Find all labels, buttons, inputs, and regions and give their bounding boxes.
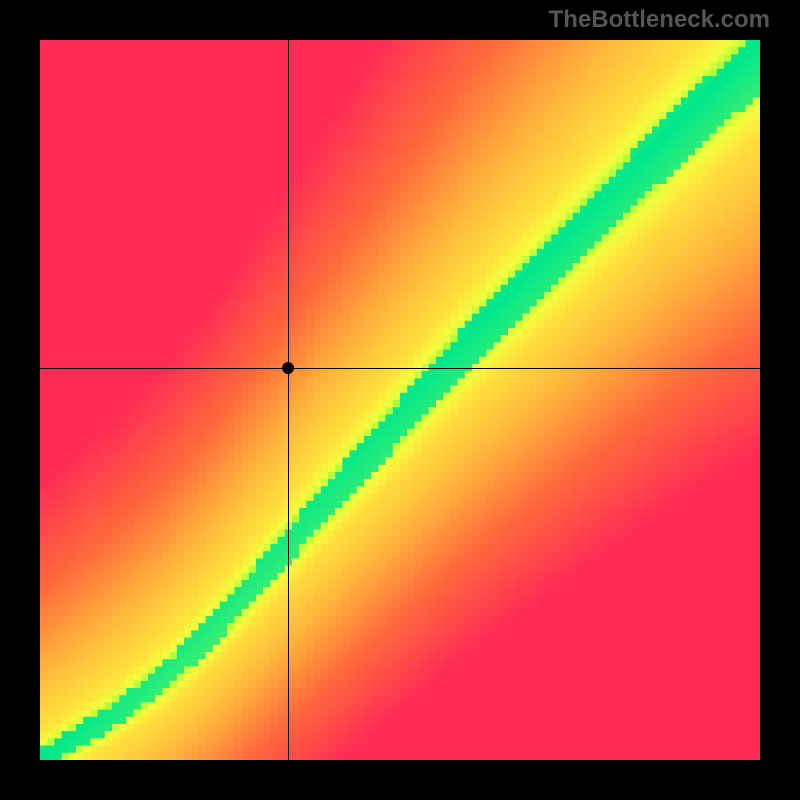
crosshair-horizontal bbox=[40, 368, 760, 369]
heatmap-plot bbox=[40, 40, 760, 760]
watermark-text: TheBottleneck.com bbox=[549, 6, 770, 34]
crosshair-marker bbox=[282, 362, 294, 374]
crosshair-vertical bbox=[288, 40, 289, 760]
heatmap-canvas bbox=[40, 40, 760, 760]
